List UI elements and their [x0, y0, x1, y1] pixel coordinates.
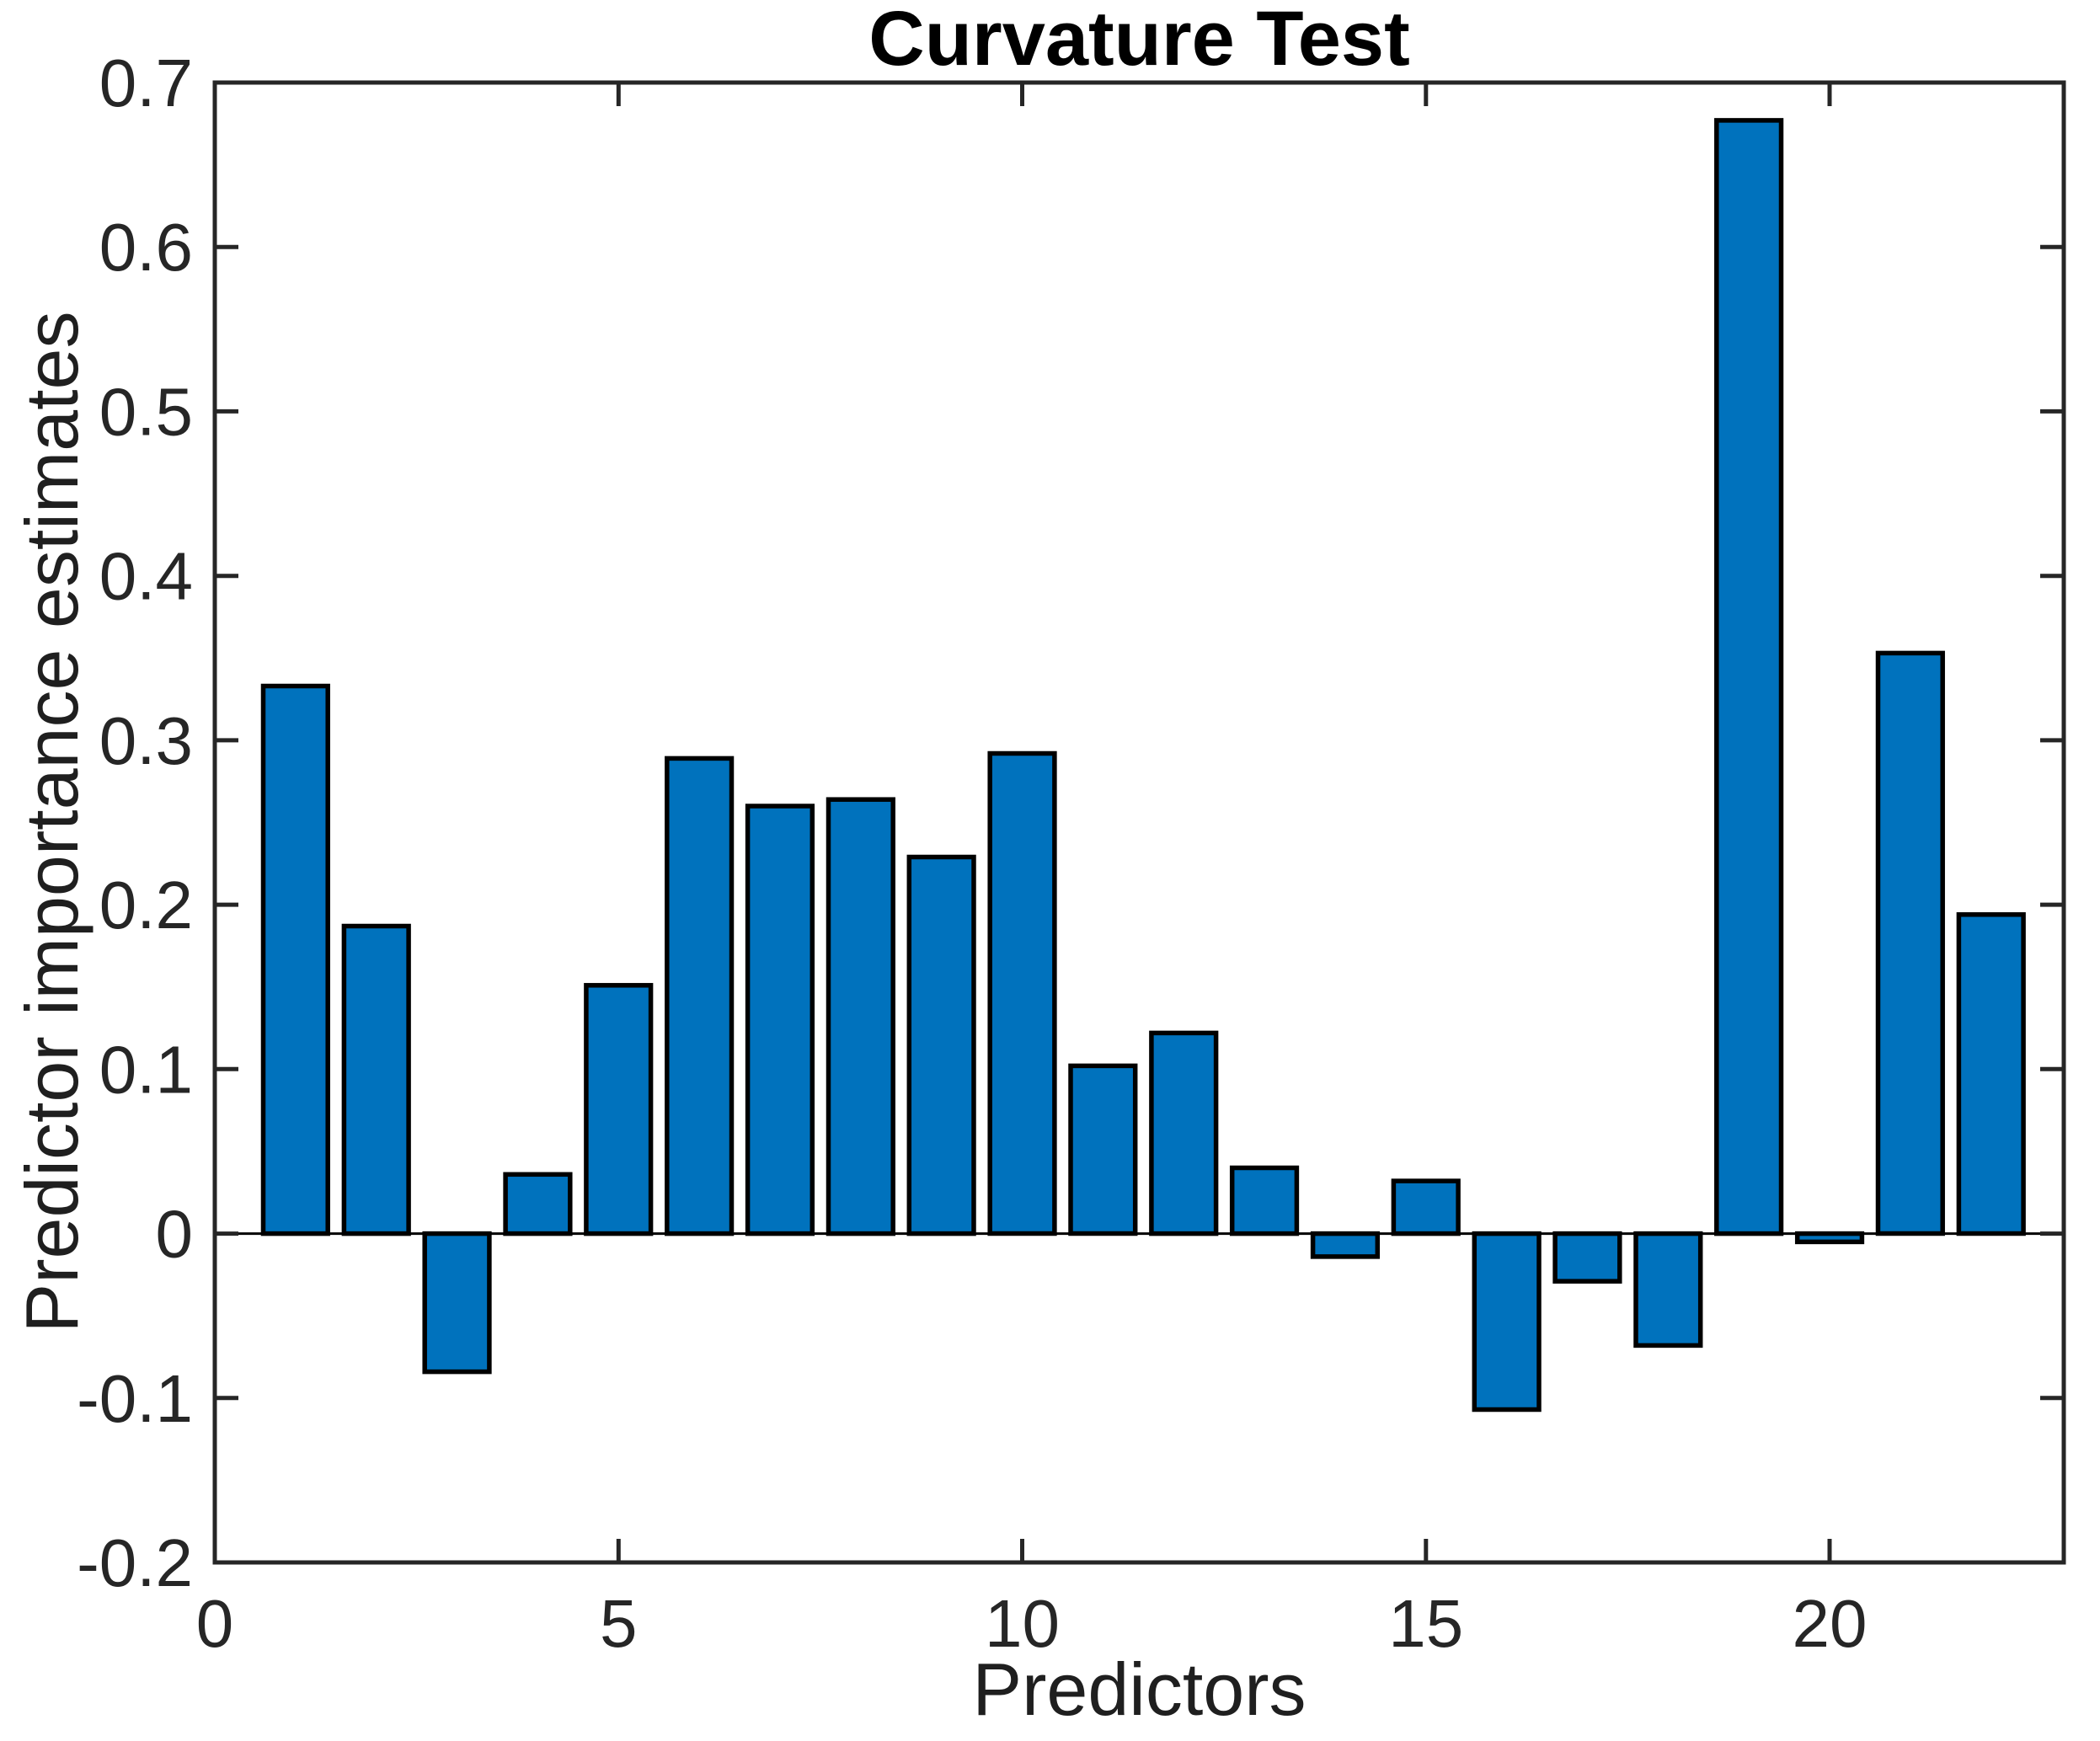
bar-22 [1956, 912, 2026, 1236]
bar-4 [503, 1172, 573, 1236]
y-tick-label: 0.4 [99, 539, 193, 614]
y-tick-label: 0.1 [99, 1032, 193, 1107]
bar-15 [1391, 1178, 1461, 1236]
bar-19 [1714, 118, 1784, 1236]
y-tick-label: 0.6 [99, 210, 193, 285]
bar-16 [1472, 1231, 1542, 1413]
bar-10 [987, 750, 1057, 1236]
y-tick-label: 0.7 [99, 45, 193, 120]
x-tick-label: 20 [1793, 1586, 1868, 1661]
x-tick-label: 15 [1388, 1586, 1463, 1661]
bar-3 [422, 1231, 492, 1375]
y-tick-label: -0.2 [77, 1525, 193, 1600]
bar-9 [906, 854, 976, 1236]
x-tick-label: 10 [985, 1586, 1060, 1661]
bar-1 [260, 683, 330, 1236]
bar-12 [1149, 1030, 1219, 1236]
chart-title: Curvature Test [868, 0, 1410, 82]
bar-7 [745, 804, 815, 1236]
y-tick-label: 0.5 [99, 374, 193, 449]
bar-21 [1875, 650, 1945, 1236]
y-tick-label: 0 [156, 1197, 194, 1272]
x-tick-label: 0 [196, 1586, 234, 1661]
x-tick-label: 5 [600, 1586, 638, 1661]
bar-14 [1310, 1231, 1381, 1259]
bar-11 [1068, 1063, 1138, 1236]
bar-17 [1552, 1231, 1622, 1284]
x-axis-label: Predictors [972, 1648, 1306, 1731]
bar-8 [826, 797, 895, 1236]
y-tick-label: -0.1 [77, 1361, 193, 1436]
y-tick-label: 0.2 [99, 868, 193, 943]
y-tick-label: 0.3 [99, 703, 193, 778]
bar-2 [341, 923, 411, 1236]
axes-box [212, 80, 2066, 1565]
bar-13 [1229, 1165, 1300, 1236]
bar-6 [665, 756, 735, 1236]
y-axis-label: Predictor importance estimates [10, 311, 94, 1333]
bar-5 [584, 983, 654, 1236]
bar-18 [1633, 1231, 1703, 1348]
